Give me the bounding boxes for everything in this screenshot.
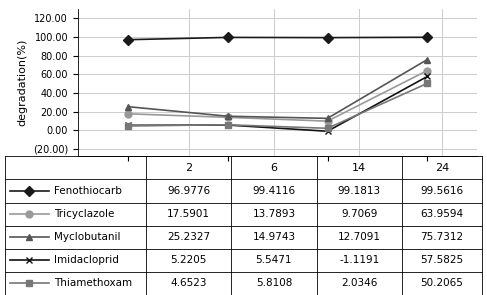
Text: 25.2327: 25.2327 [167,232,210,242]
Text: 6: 6 [270,163,278,173]
Text: 2: 2 [185,163,192,173]
Line: Tricyclazole: Tricyclazole [124,67,431,124]
Y-axis label: degradation(%): degradation(%) [18,39,27,126]
Imidacloprid [125,124,131,127]
Text: Fenothiocarb: Fenothiocarb [54,186,121,196]
Text: 17.5901: 17.5901 [167,209,210,219]
Text: 12.7091: 12.7091 [337,232,381,242]
Thiamethoxam [225,123,231,127]
Text: 99.1813: 99.1813 [337,186,381,196]
Text: Imidacloprid: Imidacloprid [54,255,118,265]
Text: 24: 24 [435,163,449,173]
Fenothiocarb [324,36,330,40]
Text: 5.5471: 5.5471 [256,255,292,265]
Line: Imidacloprid: Imidacloprid [124,73,431,135]
Text: 4.6523: 4.6523 [170,278,207,289]
Text: -1.1191: -1.1191 [339,255,379,265]
Text: 13.7893: 13.7893 [252,209,296,219]
Text: Myclobutanil: Myclobutanil [54,232,120,242]
Imidacloprid [424,75,431,78]
Text: Tricyclazole: Tricyclazole [54,209,114,219]
Tricyclazole [424,69,431,72]
Text: 75.7312: 75.7312 [420,232,464,242]
Imidacloprid [324,130,330,133]
Thiamethoxam [324,127,330,130]
Text: 14.9743: 14.9743 [252,232,296,242]
Text: 2.0346: 2.0346 [341,278,377,289]
Myclobutanil [324,117,330,120]
Line: Fenothiocarb: Fenothiocarb [124,34,431,43]
Text: 9.7069: 9.7069 [341,209,377,219]
Text: 5.8108: 5.8108 [256,278,292,289]
Tricyclazole [324,119,330,123]
Text: Thiamethoxam: Thiamethoxam [54,278,131,289]
Myclobutanil [424,58,431,61]
Fenothiocarb [125,38,131,42]
Imidacloprid [225,123,231,127]
Text: 99.4116: 99.4116 [252,186,296,196]
Myclobutanil [225,114,231,118]
Text: 5.2205: 5.2205 [170,255,207,265]
Line: Thiamethoxam: Thiamethoxam [124,80,431,132]
Text: 99.5616: 99.5616 [420,186,464,196]
Text: 96.9776: 96.9776 [167,186,210,196]
Thiamethoxam [424,82,431,85]
Fenothiocarb [424,35,431,39]
Myclobutanil [125,105,131,109]
Line: Myclobutanil: Myclobutanil [124,56,431,122]
Text: 63.9594: 63.9594 [420,209,464,219]
Thiamethoxam [125,124,131,128]
Text: 50.2065: 50.2065 [420,278,464,289]
Text: 14: 14 [352,163,366,173]
Fenothiocarb [225,36,231,39]
Text: 57.5825: 57.5825 [420,255,464,265]
Tricyclazole [125,112,131,116]
Tricyclazole [225,116,231,119]
